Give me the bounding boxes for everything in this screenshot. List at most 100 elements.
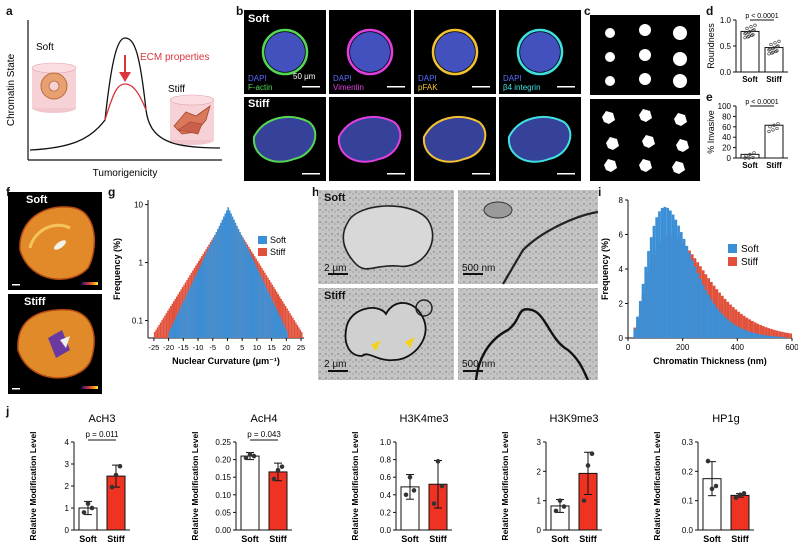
histogram-bar-soft	[253, 263, 256, 338]
histogram-bar-stiff	[734, 309, 738, 338]
y-tick-label: 0.15	[215, 473, 231, 482]
panel-a-stiff-label: Stiff	[168, 84, 185, 95]
histogram-bar-soft	[707, 294, 710, 338]
histogram-bar-stiff	[748, 319, 751, 338]
histogram-bar-stiff	[740, 313, 743, 338]
data-point	[743, 32, 747, 36]
y-tick-label: 0.4	[380, 491, 392, 500]
x-tick-label: 10	[253, 343, 261, 352]
histogram-bar-stiff	[171, 303, 174, 338]
histogram-bar-soft	[778, 336, 782, 338]
histogram-bar-soft	[638, 300, 642, 338]
data-point	[777, 39, 781, 43]
histogram-bar-soft	[178, 309, 181, 338]
histogram-bar-soft	[242, 238, 244, 338]
histogram-bar-soft	[740, 328, 743, 338]
histogram-bar-soft	[284, 328, 287, 338]
data-point	[581, 498, 587, 503]
panel-label-i: i	[598, 185, 602, 199]
y-tick-label: 0.1	[132, 317, 144, 326]
y-tick-label: 0.1	[682, 497, 694, 506]
y-tick-label: 8	[619, 196, 624, 205]
panel-c-soft-blob	[639, 24, 651, 36]
data-point	[247, 452, 253, 457]
data-point	[561, 504, 567, 509]
histogram-bar-soft	[239, 232, 241, 338]
histogram-bar-stiff	[299, 329, 302, 338]
histogram-bar-stiff	[767, 328, 771, 338]
histogram-bar-soft	[246, 247, 249, 338]
histogram-bar-soft	[742, 329, 746, 338]
histogram-bar-soft	[274, 306, 277, 338]
histogram-bar-stiff	[731, 307, 735, 338]
histogram-bar-stiff	[295, 322, 297, 338]
y-tick-label: 0	[619, 334, 624, 343]
data-point	[251, 453, 257, 459]
histogram-bar-soft	[281, 321, 284, 338]
x-tick-label: 15	[267, 343, 275, 352]
panel-a-schematic: Chromatin State Tumorigenicity ECM prope…	[6, 20, 222, 179]
histogram-bar-soft	[196, 272, 199, 338]
histogram-bar-soft	[690, 259, 694, 338]
data-point	[275, 467, 281, 473]
y-axis-label: Relative Modification Level	[652, 431, 662, 540]
histogram-bar-soft	[221, 219, 224, 338]
y-tick-label: 0.25	[215, 438, 231, 447]
histogram-bar-stiff	[173, 301, 175, 338]
histogram-bar-stiff	[287, 310, 290, 338]
panel-b-image-soft-2: DAPI Vimentin	[329, 10, 411, 94]
data-point	[589, 451, 595, 457]
histogram-bar-soft	[237, 228, 240, 338]
histogram-bar-stiff	[745, 317, 749, 338]
histogram-bar-soft	[277, 312, 279, 338]
panel-j-chart-hp1g: HP1g 0.0 0.1 0.2 0.3 Relative Modification Le…	[652, 413, 754, 544]
y-tick-label: 0.0	[380, 526, 392, 535]
histogram-bar-soft	[198, 269, 200, 338]
histogram-bar-stiff	[298, 327, 300, 338]
histogram-bar-soft	[230, 213, 232, 338]
panel-a-annotation: ECM properties	[140, 52, 209, 63]
histogram-bar-soft	[268, 294, 271, 338]
histogram-bar-stiff	[764, 327, 768, 338]
histogram-bar-soft	[644, 266, 648, 338]
panel-a-ylabel: Chromatin State	[6, 53, 17, 126]
x-tick-label: Soft	[241, 534, 259, 544]
y-tick-label: 4	[619, 265, 624, 274]
histogram-bar-stiff	[153, 332, 156, 338]
histogram-bar-soft	[764, 335, 768, 338]
histogram-bar-soft	[649, 237, 653, 338]
histogram-bar-soft	[205, 253, 207, 338]
histogram-bar-stiff	[281, 301, 284, 338]
data-point	[747, 30, 751, 34]
panel-label-c: c	[584, 4, 591, 18]
histogram-bar-soft	[243, 241, 246, 338]
panel-label-g: g	[108, 185, 116, 199]
y-tick-label: 0	[65, 526, 70, 535]
y-axis-label: Frequency (%)	[600, 238, 610, 300]
histogram-bar-soft	[180, 306, 182, 338]
histogram-bar-stiff	[789, 333, 792, 338]
data-point	[767, 129, 771, 134]
histogram-bar-stiff	[742, 315, 746, 338]
chart-title: HP1g	[712, 413, 740, 425]
data-point	[768, 125, 772, 129]
histogram-bar-stiff	[292, 317, 294, 338]
data-point	[771, 46, 775, 50]
histogram-bar-soft	[245, 244, 247, 338]
histogram-bar-soft	[726, 319, 730, 338]
histogram-bar-soft	[761, 334, 765, 338]
histogram-bar-stiff	[293, 320, 296, 338]
data-point	[733, 495, 739, 501]
histogram-bar-stiff	[283, 303, 285, 338]
histogram-bar-soft	[190, 284, 193, 338]
histogram-bar-stiff	[756, 323, 760, 338]
y-tick-label: 0.6	[380, 473, 392, 482]
x-tick-label: Soft	[742, 75, 758, 84]
histogram-bar-soft	[781, 336, 784, 338]
data-point	[767, 52, 771, 56]
histogram-bar-soft	[211, 241, 213, 338]
panel-h-tem	[318, 190, 598, 380]
panel-label-a: a	[6, 4, 13, 18]
histogram-bar-soft	[652, 225, 656, 338]
